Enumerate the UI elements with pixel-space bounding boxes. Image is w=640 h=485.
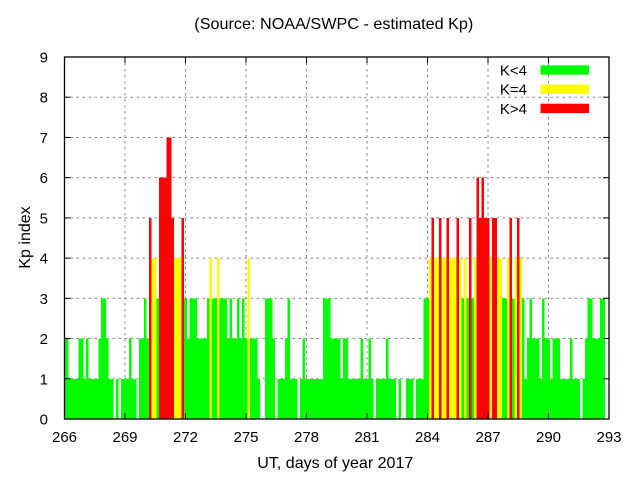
svg-text:290: 290 (536, 429, 561, 446)
svg-text:1: 1 (40, 371, 48, 388)
svg-text:9: 9 (40, 50, 48, 67)
svg-text:7: 7 (40, 130, 48, 147)
svg-text:266: 266 (52, 429, 77, 446)
svg-text:269: 269 (112, 429, 137, 446)
svg-text:UT, days of year 2017: UT, days of year 2017 (257, 455, 413, 472)
svg-text:3: 3 (40, 291, 48, 308)
svg-text:275: 275 (233, 429, 258, 446)
svg-text:281: 281 (354, 429, 379, 446)
svg-text:287: 287 (475, 429, 500, 446)
svg-text:K<4: K<4 (500, 63, 527, 80)
svg-text:K=4: K=4 (500, 82, 527, 99)
svg-text:284: 284 (415, 429, 440, 446)
svg-text:5: 5 (40, 210, 48, 227)
svg-text:293: 293 (596, 429, 621, 446)
svg-text:(Source: NOAA/SWPC - estimated: (Source: NOAA/SWPC - estimated Kp) (194, 16, 473, 33)
svg-text:Kp index: Kp index (17, 206, 34, 268)
svg-text:8: 8 (40, 90, 48, 107)
svg-text:4: 4 (40, 251, 48, 268)
svg-text:278: 278 (294, 429, 319, 446)
svg-text:272: 272 (173, 429, 198, 446)
svg-text:0: 0 (40, 412, 48, 429)
svg-text:K>4: K>4 (500, 101, 527, 118)
svg-text:2: 2 (40, 331, 48, 348)
svg-text:6: 6 (40, 170, 48, 187)
